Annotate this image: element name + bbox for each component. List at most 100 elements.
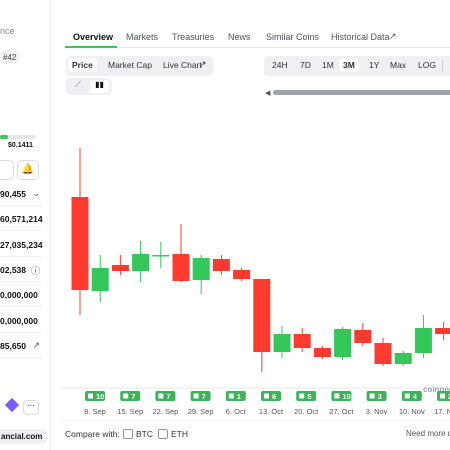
tab-underline xyxy=(65,46,117,48)
x-tick-label: 6. Oct xyxy=(226,407,247,416)
scroll-arrow[interactable]: ◀ xyxy=(265,90,271,97)
candle-body xyxy=(354,330,372,343)
x-tick-label: 13. Oct xyxy=(259,407,284,416)
candle-icon[interactable]: ▮▮ xyxy=(90,80,109,93)
stat-value: 90,455 xyxy=(0,189,26,199)
stat-line xyxy=(0,255,42,257)
candle-body xyxy=(414,328,432,353)
candle-body xyxy=(273,334,291,352)
candle-body xyxy=(293,334,311,348)
tab[interactable]: Similar Coins xyxy=(266,32,320,42)
stat-line xyxy=(0,205,42,206)
range-button[interactable]: 3M xyxy=(339,58,359,72)
candle-body xyxy=(192,258,210,280)
range-button[interactable]: 24H xyxy=(272,60,288,70)
scroll-thumb[interactable] xyxy=(273,90,450,95)
candle-body xyxy=(172,254,190,281)
event-icon xyxy=(404,393,410,399)
event-icon xyxy=(158,393,164,399)
checkbox[interactable] xyxy=(123,429,133,439)
range-button[interactable]: 7D xyxy=(300,60,311,70)
stat-value: 0,000,000 xyxy=(0,315,38,326)
stat-value: 0,000,000 xyxy=(0,290,38,301)
range-fill xyxy=(0,135,8,139)
watermark: coingecko xyxy=(423,385,450,394)
candle-body xyxy=(71,197,89,290)
tab[interactable]: Markets xyxy=(126,32,159,42)
candle-body xyxy=(233,270,251,279)
stat-value: 60,571,214 xyxy=(0,214,43,225)
event-icon xyxy=(193,393,199,399)
chart-tab[interactable]: Live Chart xyxy=(163,60,202,70)
range-button[interactable]: 1M xyxy=(322,60,334,70)
range-button[interactable]: 1Y xyxy=(369,60,380,70)
event-count: 10 xyxy=(96,392,104,401)
candle-body xyxy=(152,255,170,257)
x-tick-label: 15. Sep xyxy=(117,407,143,416)
stat-line xyxy=(0,331,42,333)
stat-icon[interactable]: ⓘ xyxy=(30,265,40,276)
event-count: 4 xyxy=(413,392,418,401)
more-button[interactable]: ··· xyxy=(23,400,39,415)
candle-body xyxy=(313,348,331,357)
stat-value: 02,538 xyxy=(0,264,26,275)
candle-body xyxy=(91,268,109,291)
x-tick-label: 10. Nov xyxy=(399,407,425,416)
external-icon: ↗ xyxy=(389,31,397,41)
x-tick-label: 17. Nov xyxy=(434,407,450,416)
checkbox[interactable] xyxy=(158,429,168,439)
event-count: 1 xyxy=(237,392,241,401)
external-icon: ↗ xyxy=(199,59,207,69)
event-icon xyxy=(88,393,93,399)
chart-tab[interactable]: Price xyxy=(68,58,97,72)
stat-icon[interactable]: ↗ xyxy=(32,339,40,350)
alert-button[interactable]: 🔔 xyxy=(17,160,39,180)
sidebar-title: rice xyxy=(0,26,15,36)
candle-body xyxy=(212,259,230,271)
candle-body xyxy=(435,328,450,334)
compare-label: Compare with: xyxy=(65,429,120,439)
compare-option[interactable]: BTC xyxy=(136,429,153,439)
stat-line xyxy=(0,280,42,282)
candle-body xyxy=(111,265,129,271)
range-button[interactable]: Max xyxy=(390,60,407,70)
site-link[interactable]: ancial.com xyxy=(0,429,48,444)
event-icon xyxy=(264,393,269,399)
tab[interactable]: Historical Data xyxy=(331,32,390,42)
tab[interactable]: Overview xyxy=(73,32,114,42)
range-button[interactable]: LOG xyxy=(418,60,436,70)
candle-body xyxy=(374,343,392,364)
tab-line xyxy=(65,47,450,48)
stat-value: 27,035,234 xyxy=(0,239,43,250)
event-icon xyxy=(369,393,375,399)
event-count: 7 xyxy=(131,392,135,401)
x-tick-label: 27. Oct xyxy=(329,407,354,416)
event-icon xyxy=(299,393,305,399)
tab[interactable]: News xyxy=(228,32,251,42)
line-icon[interactable]: ⟋ xyxy=(75,80,81,89)
note[interactable]: Need more data? xyxy=(406,429,450,438)
chart-tab[interactable]: Market Cap xyxy=(108,60,152,70)
range-bar xyxy=(0,135,36,139)
candle-body xyxy=(334,329,352,357)
stat-line xyxy=(0,306,42,308)
event-count: 7 xyxy=(202,392,206,401)
range-divider xyxy=(442,60,443,72)
compare-option[interactable]: ETH xyxy=(171,429,188,439)
candle-body xyxy=(253,279,271,352)
button[interactable] xyxy=(0,160,14,180)
candle-body xyxy=(132,254,150,271)
event-count: 6 xyxy=(272,392,276,401)
x-tick-label: 20. Oct xyxy=(294,407,319,416)
price-low: $0.1411 xyxy=(8,142,33,149)
event-count: 7 xyxy=(166,392,170,401)
tab[interactable]: Treasuries xyxy=(172,32,215,42)
event-count: 5 xyxy=(307,392,311,401)
chart-tab-group xyxy=(66,56,213,76)
event-count: 2 xyxy=(448,392,450,401)
stat-icon[interactable]: ⌄ xyxy=(32,188,40,198)
divider xyxy=(50,0,51,450)
event-icon xyxy=(440,393,445,399)
